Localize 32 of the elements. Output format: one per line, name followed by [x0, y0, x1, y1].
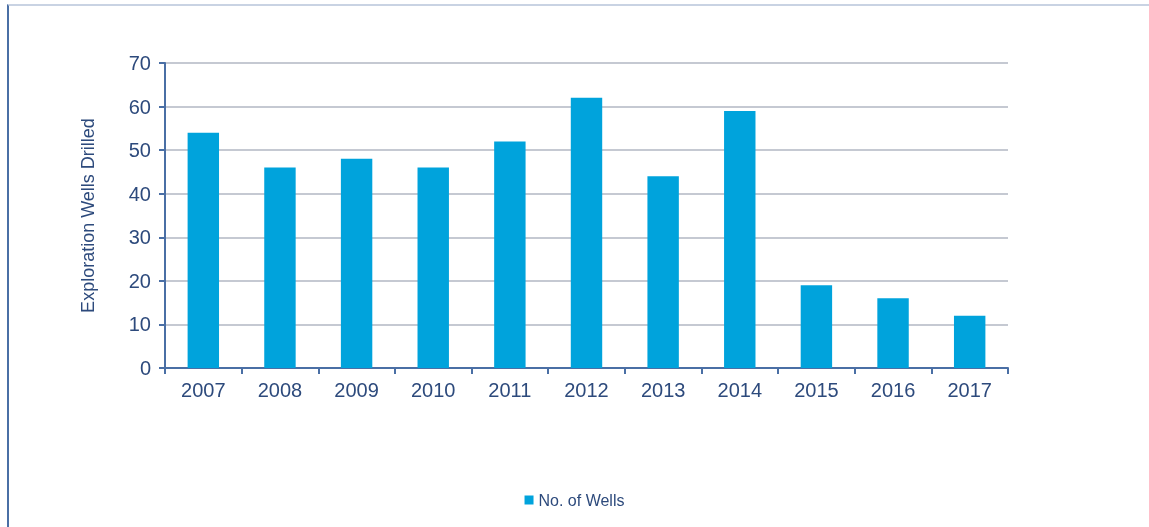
x-tick-label: 2013 — [640, 379, 686, 401]
y-axis-title: Exploration Wells Drilled — [78, 118, 98, 313]
x-tick-label: 2017 — [947, 379, 992, 401]
x-tick-label: 2014 — [717, 379, 763, 401]
bar — [187, 132, 220, 368]
x-tick-label: 2009 — [334, 379, 379, 401]
x-tick-label: 2007 — [181, 379, 226, 401]
y-tick-label: 60 — [128, 95, 151, 118]
x-tick-label: 2016 — [870, 379, 916, 401]
y-tick-label: 0 — [139, 357, 151, 379]
y-tick-label: 20 — [128, 269, 151, 292]
y-tick-label: 50 — [128, 139, 151, 162]
bar — [264, 167, 296, 368]
bar — [800, 285, 833, 368]
bar — [647, 176, 679, 368]
y-tick-label: 70 — [128, 52, 151, 74]
x-tick-label: 2012 — [564, 379, 609, 401]
bar — [724, 110, 756, 368]
x-tick-label: 2010 — [410, 379, 456, 401]
y-tick-label: 10 — [128, 313, 151, 336]
bar — [417, 167, 449, 368]
y-tick-label: 30 — [128, 226, 151, 249]
bar — [340, 158, 373, 368]
bar — [570, 97, 603, 368]
legend-label: No. of Wells — [538, 491, 625, 509]
x-tick-label: 2008 — [257, 379, 303, 401]
bar — [953, 315, 986, 368]
y-tick-label: 40 — [128, 182, 151, 205]
x-tick-label: 2015 — [794, 379, 839, 401]
bar — [877, 298, 909, 368]
bar — [494, 141, 526, 368]
x-tick-label: 2011 — [488, 379, 532, 401]
